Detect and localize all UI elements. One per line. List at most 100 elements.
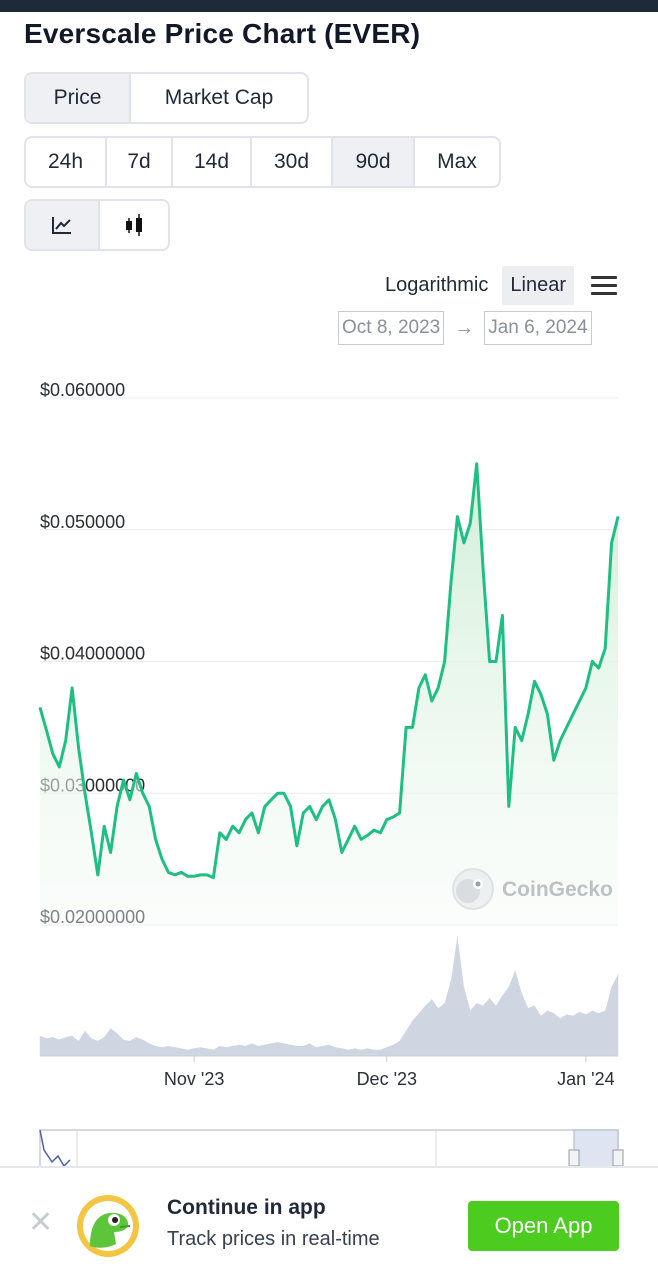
candlestick-icon [126, 214, 142, 236]
date-from-input[interactable]: Oct 8, 2023 [338, 311, 445, 345]
date-to-input[interactable]: Jan 6, 2024 [484, 311, 592, 345]
x-tick-label: Dec '23 [357, 1069, 417, 1089]
price-point [424, 674, 426, 676]
price-point [469, 522, 471, 524]
price-point [354, 825, 356, 827]
coingecko-watermark: CoinGecko [452, 868, 613, 910]
price-point [585, 687, 587, 689]
x-tick-label: Nov '23 [164, 1069, 224, 1089]
price-point [611, 542, 613, 544]
price-point [431, 700, 433, 702]
price-point [296, 845, 298, 847]
price-point [360, 838, 362, 840]
close-icon[interactable]: ✕ [28, 1206, 54, 1239]
price-point [167, 871, 169, 873]
price-area [40, 463, 618, 925]
price-point [347, 838, 349, 840]
price-point [270, 799, 272, 801]
price-point [366, 834, 369, 836]
chart-type-toggle [24, 199, 170, 251]
price-chart: $0.060000$0.050000$0.04000000$0.03000000… [38, 380, 624, 1166]
range-14d[interactable]: 14d [173, 138, 252, 186]
range-24h[interactable]: 24h [26, 138, 107, 186]
menu-icon[interactable] [590, 274, 618, 298]
banner-subtitle: Track prices in real-time [167, 1228, 380, 1250]
price-point [244, 819, 247, 821]
volume-bars [39, 936, 619, 1056]
range-tabs: 24h 7d 14d 30d 90d Max [24, 136, 501, 188]
price-point [591, 660, 593, 663]
price-point [533, 680, 536, 682]
navigator-right-handle[interactable] [612, 1149, 624, 1166]
scale-logarithmic[interactable]: Logarithmic [385, 274, 489, 296]
price-point [71, 687, 73, 689]
price-point [418, 687, 420, 689]
navigator[interactable] [39, 1129, 624, 1166]
watermark-text: CoinGecko [502, 878, 613, 901]
price-point [508, 805, 510, 807]
price-point [97, 874, 99, 876]
price-point [489, 660, 491, 663]
price-point [155, 838, 157, 840]
scale-linear[interactable]: Linear [502, 266, 574, 305]
range-90d[interactable]: 90d [333, 138, 415, 186]
range-max[interactable]: Max [437, 150, 477, 173]
price-point [180, 871, 182, 873]
line-chart-button[interactable] [26, 201, 100, 249]
price-point [399, 812, 401, 814]
price-point [495, 660, 497, 663]
price-point [225, 838, 227, 840]
price-point [65, 739, 67, 742]
price-point [110, 851, 112, 854]
range-7d[interactable]: 7d [107, 138, 173, 186]
price-point [501, 614, 503, 616]
status-bar [0, 0, 658, 12]
price-point [328, 799, 330, 801]
scale-toggle: Logarithmic Linear [377, 266, 618, 305]
price-point [58, 766, 60, 768]
app-banner: ✕ Continue in app Track prices in real-t… [0, 1166, 658, 1280]
price-point [103, 825, 105, 827]
price-point [437, 687, 439, 689]
price-point [315, 819, 317, 821]
price-point [540, 693, 542, 695]
tab-price[interactable]: Price [26, 74, 131, 122]
volume-area [40, 936, 618, 1056]
price-point [405, 726, 407, 728]
price-point [309, 805, 311, 807]
price-point [289, 805, 292, 807]
x-tick-label: Jan '24 [557, 1069, 614, 1089]
price-point [566, 726, 568, 728]
price-point [527, 713, 529, 715]
navigator-left-handle[interactable] [568, 1149, 580, 1166]
price-point [456, 516, 458, 518]
price-point [514, 726, 516, 728]
price-point [283, 792, 285, 794]
price-point [142, 792, 144, 794]
price-point [373, 829, 375, 831]
price-point [482, 568, 484, 570]
price-point [411, 726, 414, 728]
price-point [604, 647, 606, 649]
price-point [161, 858, 163, 860]
price-point [521, 739, 523, 742]
price-point [546, 713, 549, 715]
open-app-button[interactable]: Open App [468, 1201, 619, 1251]
tab-market-cap[interactable]: Market Cap [164, 86, 274, 109]
range-30d[interactable]: 30d [252, 138, 333, 186]
price-point [116, 805, 118, 807]
price-point [341, 851, 343, 854]
candlestick-button[interactable] [100, 201, 168, 249]
price-point [302, 812, 304, 814]
coingecko-logo-icon [77, 1195, 139, 1257]
price-point [572, 713, 574, 715]
y-tick-label: $0.060000 [40, 380, 125, 400]
y-tick-label: $0.04000000 [40, 644, 145, 664]
price-point [206, 874, 208, 876]
price-point [476, 463, 478, 465]
arrow-right-icon: → [454, 316, 475, 339]
price-point [277, 792, 279, 794]
page-title: Everscale Price Chart (EVER) [24, 18, 421, 49]
price-point [187, 875, 189, 877]
price-point [84, 792, 86, 794]
